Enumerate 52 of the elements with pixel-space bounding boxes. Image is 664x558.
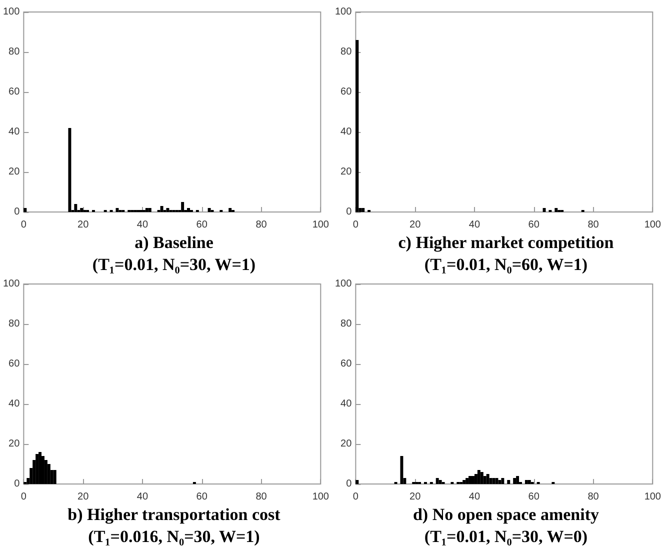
y-tick-label: 40 <box>8 126 20 138</box>
x-tick-label: 20 <box>78 220 90 230</box>
y-tick-label: 80 <box>340 46 352 58</box>
y-tick-label: 100 <box>334 278 352 290</box>
x-tick-label: 100 <box>644 492 662 502</box>
x-tick-label: 20 <box>410 220 422 230</box>
y-tick-label: 0 <box>14 206 20 218</box>
x-tick-label: 100 <box>312 492 330 502</box>
x-tick-label: 40 <box>468 492 480 502</box>
x-tick-label: 60 <box>196 492 208 502</box>
y-tick-label: 100 <box>2 278 20 290</box>
text: (T₁=0.01, N₀=30, W=1) <box>91 254 257 276</box>
y-tick-label: 60 <box>340 86 352 98</box>
x-tick-label: 80 <box>588 492 600 502</box>
y-tick-label: 80 <box>8 318 20 330</box>
x-tick-label: 40 <box>468 220 480 230</box>
y-tick-label: 60 <box>8 358 20 370</box>
x-tick-label: 100 <box>312 220 330 230</box>
x-tick-label: 80 <box>588 220 600 230</box>
x-tick-label: 80 <box>256 492 268 502</box>
y-tick-label: 0 <box>14 478 20 490</box>
y-tick-label: 80 <box>8 46 20 58</box>
x-tick-label: 40 <box>136 492 148 502</box>
y-tick-label: 100 <box>2 6 20 18</box>
y-tick-label: 60 <box>340 358 352 370</box>
y-tick-label: 20 <box>340 438 352 450</box>
x-tick-label: 100 <box>644 220 662 230</box>
y-tick-label: 20 <box>8 438 20 450</box>
y-tick-label: 40 <box>8 398 20 410</box>
y-tick-label: 0 <box>346 206 352 218</box>
text: (T₁=0.016, N₀=30, W=1) <box>87 526 261 548</box>
text: a) Baseline <box>134 232 214 254</box>
x-tick-label: 20 <box>410 492 422 502</box>
x-tick-label: 20 <box>78 492 90 502</box>
x-tick-label: 60 <box>528 220 540 230</box>
text: (T₁=0.01, N₀=60, W=1) <box>423 254 589 276</box>
x-tick-label: 60 <box>196 220 208 230</box>
y-tick-label: 60 <box>8 86 20 98</box>
y-tick-label: 20 <box>8 166 20 178</box>
y-tick-label: 40 <box>340 126 352 138</box>
text: (T₁=0.01, N₀=30, W=0) <box>423 526 589 548</box>
text: c) Higher market competition <box>397 232 615 254</box>
text: d) No open space amenity <box>412 504 600 526</box>
y-tick-label: 20 <box>340 166 352 178</box>
x-tick-label: 80 <box>256 220 268 230</box>
y-tick-label: 80 <box>340 318 352 330</box>
y-tick-label: 100 <box>334 6 352 18</box>
x-tick-label: 40 <box>136 220 148 230</box>
text: b) Higher transportation cost <box>66 504 282 526</box>
y-tick-label: 40 <box>340 398 352 410</box>
y-tick-label: 0 <box>346 478 352 490</box>
x-tick-label: 60 <box>528 492 540 502</box>
